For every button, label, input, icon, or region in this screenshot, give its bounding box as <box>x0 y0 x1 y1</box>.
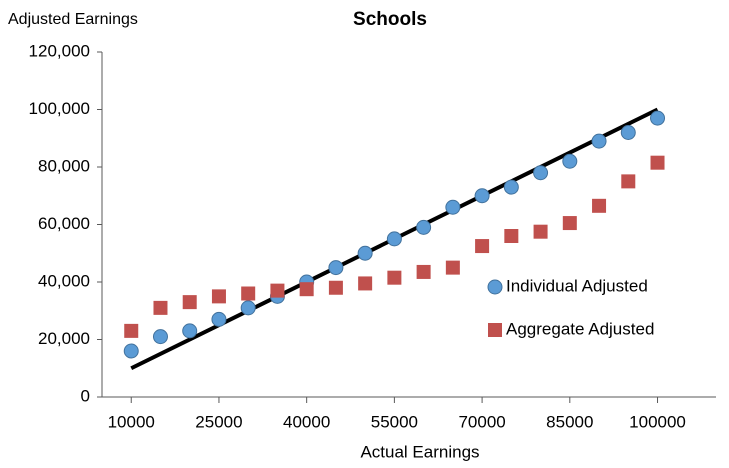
y-axis-label: Adjusted Earnings <box>8 11 138 28</box>
legend-marker <box>487 279 503 295</box>
x-tick-label: 100000 <box>629 412 686 431</box>
point <box>620 125 636 140</box>
point <box>152 329 168 345</box>
point <box>386 231 402 247</box>
x-tick-label: 10000 <box>108 412 155 431</box>
point <box>241 286 256 301</box>
x-tick-label: 55000 <box>371 412 418 431</box>
point <box>387 270 402 285</box>
point <box>153 300 168 315</box>
point <box>650 155 665 170</box>
point <box>328 280 343 295</box>
legend-label: Individual Adjusted <box>506 276 648 295</box>
point <box>562 216 577 231</box>
point <box>621 174 636 189</box>
y-tick-label: 20,000 <box>38 329 90 348</box>
point <box>182 323 198 339</box>
point <box>270 283 285 298</box>
y-tick-label: 40,000 <box>38 271 90 290</box>
point <box>357 245 373 261</box>
x-tick-label: 85000 <box>546 412 593 431</box>
point <box>562 153 578 169</box>
point <box>504 229 519 243</box>
point <box>650 110 666 126</box>
x-tick-label: 40000 <box>283 412 330 431</box>
point <box>445 260 460 275</box>
x-axis-label: Actual Earnings <box>360 442 479 461</box>
point <box>503 179 519 195</box>
point <box>123 343 139 359</box>
y-tick-label: 0 <box>81 386 90 405</box>
point <box>240 300 256 316</box>
point <box>211 311 227 327</box>
point <box>328 260 344 276</box>
y-tick-label: 60,000 <box>38 214 90 233</box>
point <box>445 199 461 215</box>
point <box>182 295 197 310</box>
y-tick-label: 100,000 <box>29 99 90 118</box>
chart-title: Schools <box>353 9 427 30</box>
point <box>358 276 373 291</box>
point <box>591 133 607 149</box>
x-tick-label: 25000 <box>195 412 242 431</box>
point <box>533 224 548 239</box>
y-tick-label: 120,000 <box>29 41 90 60</box>
legend-marker <box>488 323 502 337</box>
point <box>416 264 431 279</box>
legend-label: Aggregate Adjusted <box>506 319 654 338</box>
x-tick-label: 70000 <box>458 412 505 431</box>
point <box>211 289 226 304</box>
point <box>474 188 490 204</box>
point <box>475 239 490 254</box>
point <box>533 165 549 181</box>
point <box>124 323 139 338</box>
point <box>416 219 432 235</box>
point <box>299 282 314 297</box>
y-tick-label: 80,000 <box>38 156 90 175</box>
point <box>592 198 607 213</box>
